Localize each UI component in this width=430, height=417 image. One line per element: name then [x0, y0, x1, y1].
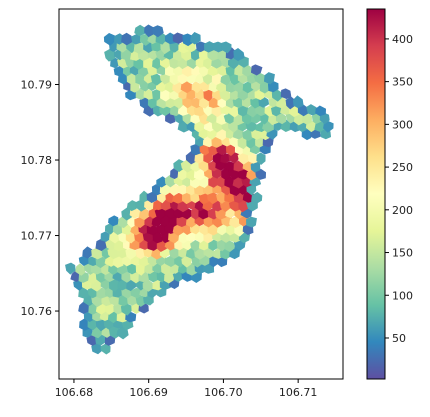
hexbin-cell	[108, 215, 119, 227]
hexbin-cell	[275, 112, 287, 125]
hexbin-cell	[233, 48, 245, 61]
colorbar	[366, 8, 386, 380]
hexbin-cell	[211, 72, 222, 86]
hexbin-cell	[116, 326, 129, 340]
y-tick-label: 10.79	[21, 79, 53, 92]
x-tick-label: 106.71	[279, 386, 318, 399]
hexbin-cell	[306, 104, 317, 116]
hexbin-cell	[100, 343, 111, 355]
hexbin-cell	[190, 32, 201, 45]
hexbin-cell	[292, 95, 304, 109]
hexbin-cell	[225, 143, 236, 156]
x-tick-label: 106.69	[129, 386, 168, 399]
colorbar-tick-label: 150	[392, 247, 413, 260]
colorbar-tick-label: 50	[392, 332, 406, 345]
hexbin-layer	[65, 24, 334, 355]
colorbar-axis: 50 100 150 200 250 300 350 400	[385, 33, 413, 345]
hexbin-cell	[246, 199, 258, 212]
hexbin-cell	[121, 32, 133, 46]
hexbin-cell	[151, 25, 164, 38]
y-tick-label: 10.77	[21, 230, 53, 243]
y-tick-label: 10.76	[21, 305, 53, 318]
hexbin-cell	[315, 105, 327, 117]
hexbin-cell	[216, 256, 228, 268]
hexbin-cell	[263, 72, 275, 85]
hexbin-cell	[65, 262, 76, 275]
hexbin-cell	[250, 64, 263, 76]
colorbar-tick-label: 200	[392, 204, 413, 217]
colorbar-tick-label: 400	[392, 33, 413, 46]
plot-frame	[58, 8, 344, 380]
hexbin-cell	[256, 152, 266, 165]
hexbin-cell	[134, 24, 146, 37]
hexbin-cell	[172, 32, 184, 44]
hexbin-cell	[142, 279, 154, 292]
x-tick-label: 106.68	[55, 386, 94, 399]
hexbin-cell	[280, 88, 292, 100]
colorbar-tick-label: 300	[392, 118, 413, 131]
x-axis: 106.68 106.69 106.70 106.71	[55, 379, 318, 399]
y-tick-label: 10.78	[21, 154, 53, 167]
hexbin-cell	[220, 41, 232, 54]
hexbin-cell	[267, 81, 279, 93]
hexbin-cell	[246, 216, 257, 228]
y-axis: 10.76 10.77 10.78 10.79	[21, 79, 59, 318]
colorbar-tick-label: 100	[392, 289, 413, 302]
x-tick-label: 106.70	[204, 386, 243, 399]
colorbar-tick-label: 350	[392, 76, 413, 89]
colorbar-tick-label: 250	[392, 161, 413, 174]
hexbin-cell	[251, 191, 263, 204]
